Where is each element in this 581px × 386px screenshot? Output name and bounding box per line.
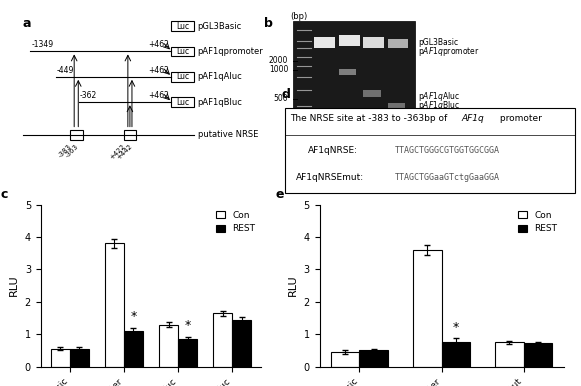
Text: +442: +442	[115, 143, 133, 161]
Text: 1000: 1000	[269, 65, 288, 74]
Bar	[171, 72, 194, 82]
Text: *: *	[453, 321, 459, 334]
Text: putative NRSE: putative NRSE	[198, 130, 258, 139]
Bar	[339, 35, 360, 46]
Bar	[70, 129, 83, 141]
Bar	[360, 350, 388, 367]
Bar	[442, 342, 470, 367]
Bar	[213, 313, 232, 367]
Y-axis label: RLU: RLU	[288, 275, 298, 296]
Bar	[293, 20, 415, 184]
Bar	[523, 344, 553, 367]
Text: c: c	[1, 188, 8, 201]
Bar	[331, 352, 360, 367]
Text: 2000: 2000	[269, 56, 288, 65]
Text: a: a	[23, 17, 31, 30]
Text: pAF1qAluc: pAF1qAluc	[198, 73, 242, 81]
Bar	[159, 325, 178, 367]
Text: -383: -383	[58, 143, 73, 159]
Legend: Con, REST: Con, REST	[516, 209, 559, 235]
Bar	[51, 349, 70, 367]
Bar	[70, 349, 89, 367]
Bar	[232, 320, 252, 367]
Text: TTAGCTGGaaGTctgGaaGGA: TTAGCTGGaaGTctgGaaGGA	[395, 173, 500, 182]
Text: Luc: Luc	[176, 22, 189, 30]
Text: -362: -362	[80, 91, 97, 100]
Bar	[124, 129, 137, 141]
Bar	[314, 37, 335, 48]
Bar	[171, 46, 194, 56]
Bar	[388, 103, 405, 110]
Bar	[339, 69, 356, 75]
Text: Luc: Luc	[176, 73, 189, 81]
Bar	[495, 342, 523, 367]
Text: p$\it{AF1q}$Bluc: p$\it{AF1q}$Bluc	[418, 100, 460, 112]
Text: d: d	[282, 88, 290, 101]
Bar	[178, 339, 197, 367]
Bar	[105, 244, 124, 367]
Text: promoter: promoter	[497, 114, 541, 123]
Text: AF1q: AF1q	[462, 114, 485, 123]
Text: b: b	[264, 17, 272, 30]
Text: -449: -449	[57, 66, 74, 75]
Bar	[388, 39, 408, 48]
Text: +422: +422	[109, 143, 127, 161]
Text: pGL3Basic: pGL3Basic	[418, 38, 458, 47]
Text: pAF1qpromoter: pAF1qpromoter	[198, 47, 263, 56]
Text: pGL3Basic: pGL3Basic	[198, 22, 242, 30]
Text: (bp): (bp)	[290, 12, 307, 20]
Bar	[124, 331, 143, 367]
Bar	[413, 250, 442, 367]
Text: e: e	[275, 188, 284, 201]
Text: Luc: Luc	[176, 98, 189, 107]
Text: -1349: -1349	[31, 40, 53, 49]
Text: +462: +462	[149, 66, 170, 75]
Text: *: *	[130, 310, 137, 323]
Text: AF1qNRSEmut:: AF1qNRSEmut:	[296, 173, 364, 182]
Text: +462: +462	[149, 91, 170, 100]
Bar	[363, 90, 381, 97]
Bar	[314, 37, 335, 48]
Text: pAF1qBluc: pAF1qBluc	[198, 98, 242, 107]
Text: Luc: Luc	[176, 47, 189, 56]
Y-axis label: RLU: RLU	[9, 275, 19, 296]
Text: p$\it{AF1q}$promoter: p$\it{AF1q}$promoter	[418, 45, 480, 58]
Text: TTAGCTGGGCGTGGTGGCGGA: TTAGCTGGGCGTGGTGGCGGA	[395, 146, 500, 155]
Text: The NRSE site at -383 to -363bp of: The NRSE site at -383 to -363bp of	[290, 114, 451, 123]
Bar	[363, 37, 384, 48]
Text: p$\it{AF1q}$Aluc: p$\it{AF1q}$Aluc	[418, 90, 460, 103]
Text: *: *	[185, 319, 191, 332]
Text: AF1qNRSE:: AF1qNRSE:	[308, 146, 358, 155]
Text: 500: 500	[274, 94, 288, 103]
Text: +462: +462	[149, 40, 170, 49]
Bar	[171, 21, 194, 31]
Text: -363: -363	[64, 143, 79, 159]
Bar	[171, 97, 194, 107]
Legend: Con, REST: Con, REST	[214, 209, 257, 235]
